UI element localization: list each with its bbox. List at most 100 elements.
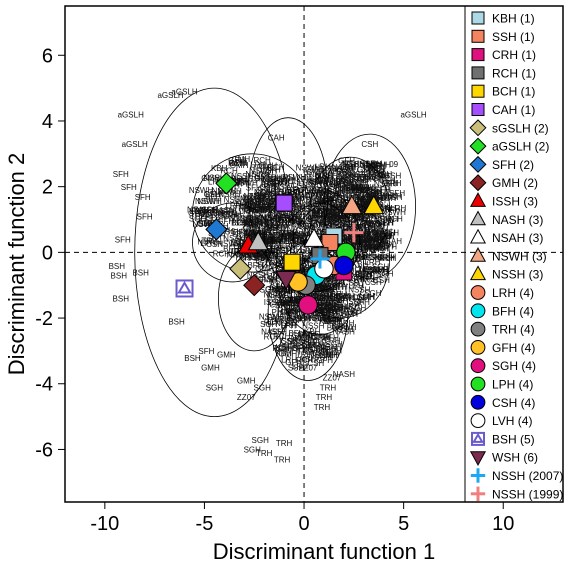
cloud-label: LPH [330, 186, 346, 195]
cloud-label: NSSH [260, 252, 282, 261]
cloud-label: CSH [260, 167, 277, 176]
cloud-label: NSWH [199, 210, 224, 219]
cloud-label: LPH [283, 232, 299, 241]
cloud-label: NSAH [264, 189, 286, 198]
cloud-label: GFH [382, 229, 399, 238]
cloud-label: GFH [202, 219, 219, 228]
cloud-label: KBH [356, 193, 373, 202]
cloud-label: RCH [359, 187, 377, 196]
cloud-label: CSH [328, 191, 345, 200]
cloud-label: NSAH [264, 291, 286, 300]
cloud-label: KBH [244, 219, 261, 228]
cloud-label: KBH [372, 268, 389, 277]
cloud-label: LPH [327, 280, 343, 289]
cloud-label: BFH [323, 350, 339, 359]
legend-label: NASH (3) [492, 213, 543, 227]
centroid-bsh-5 [175, 279, 194, 298]
cloud-label: LPH [358, 191, 374, 200]
legend-label: KBH (1) [492, 12, 535, 26]
cloud-label: NSAH [353, 183, 375, 192]
cloud-label: SFH [324, 205, 340, 214]
cloud-label: SFH [246, 183, 262, 192]
cloud-label: LPH [334, 208, 350, 217]
cloud-label: LRH [292, 362, 308, 371]
cloud-label: TRH [369, 236, 386, 245]
cloud-label: GMH [231, 155, 250, 164]
cloud-label: SGH [309, 177, 327, 186]
legend-label: SGH (4) [492, 359, 536, 373]
cloud-label: NSWH [245, 170, 270, 179]
cloud-label: ISSH [304, 187, 323, 196]
cloud-label: GFH [308, 179, 325, 188]
cloud-label: NSWH [253, 237, 278, 246]
cloud-label: SGH [308, 294, 326, 303]
cloud-label: TRH [368, 220, 385, 229]
cloud-label: SGH [345, 184, 363, 193]
cloud-label: RCH [290, 305, 308, 314]
cloud-label: NSAH [346, 175, 368, 184]
cloud-label: GFH [243, 224, 260, 233]
cloud-label: GFH [288, 193, 305, 202]
legend-swatch [470, 321, 486, 337]
cloud-label: NSAH [350, 170, 372, 179]
cloud-label: BFH [314, 315, 330, 324]
cloud-label: LRH [274, 315, 290, 324]
cloud-label: LPH [295, 315, 311, 324]
cloud-label: ISSH [260, 205, 279, 214]
cloud-label: LRH [310, 177, 326, 186]
cloud-label: GFH [357, 205, 374, 214]
cloud-label: SFH [205, 216, 221, 225]
cloud-label: KBH [275, 349, 292, 358]
legend-item: BFH (4) [470, 303, 534, 318]
cloud-label: CSH [346, 274, 363, 283]
cloud-label: NASH [308, 293, 330, 302]
cloud-label: LRH [364, 258, 380, 267]
cloud-label: KBH [308, 205, 325, 214]
cloud-label: KBH [286, 299, 303, 308]
cloud-label: SFH [375, 186, 391, 195]
legend-swatch [471, 103, 485, 116]
point-label: SGH [206, 383, 224, 392]
cloud-label: NSSH [324, 198, 346, 207]
cloud-label: LPH [326, 289, 342, 298]
cloud-label: SGH [198, 219, 216, 228]
cloud-label: LPH [348, 281, 364, 290]
cloud-label: GFH [312, 211, 329, 220]
cloud-label: TRH [202, 236, 219, 245]
cloud-label: TRH [271, 217, 288, 226]
cloud-label: NSAH [254, 188, 276, 197]
cloud-label: SFH [254, 191, 270, 200]
cloud-label: KBH [319, 317, 336, 326]
cloud-label: NSAH [261, 214, 283, 223]
cloud-label: GFH [267, 179, 284, 188]
cloud-label: TRH [366, 190, 383, 199]
centroid-cah-1 [275, 194, 293, 212]
cloud-label: NSWH [319, 306, 344, 315]
cloud-label: CSH [281, 337, 298, 346]
cloud-label: RCH [281, 177, 299, 186]
cloud-label: RCH [272, 344, 290, 353]
centroid-wsh-6 [275, 270, 297, 291]
cloud-label: NSWH [189, 186, 214, 195]
cloud-label: KBH [244, 198, 261, 207]
cloud-label: SGH [358, 175, 376, 184]
cloud-label: LRH [313, 303, 329, 312]
cloud-label: NSAH [371, 192, 393, 201]
cloud-label: CSH [342, 211, 359, 220]
cloud-label: LRH [367, 228, 383, 237]
cloud-label: NSSH [308, 214, 330, 223]
cloud-label: CSH [357, 198, 374, 207]
cloud-label: NSSH [293, 341, 315, 350]
cloud-label: CSH [258, 235, 275, 244]
cloud-label: CSH [260, 188, 277, 197]
cloud-label: SFH [354, 298, 370, 307]
cloud-label: SFH [282, 343, 298, 352]
cloud-label: LPH [340, 163, 356, 172]
cloud-label: BFH [276, 246, 292, 255]
cloud-label: LRH [250, 218, 266, 227]
cloud-label: GMH [330, 295, 349, 304]
legend-item: RCH (1) [471, 66, 536, 80]
cloud-label: NSAH [302, 346, 324, 355]
cloud-label: LRH [283, 286, 299, 295]
cloud-label: NASH [330, 180, 352, 189]
